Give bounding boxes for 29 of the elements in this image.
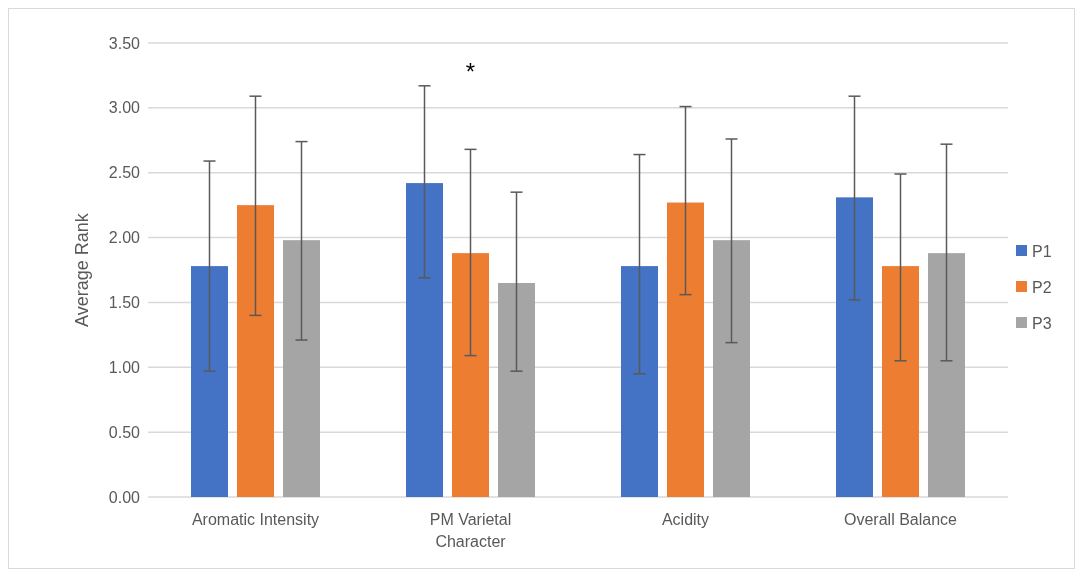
legend-label: P2 (1032, 278, 1052, 296)
x-tick-label: PM Varietal Character (429, 511, 512, 550)
y-axis-title: Average Rank (72, 212, 92, 327)
annotation: * (465, 57, 476, 85)
y-tick-label: 0.50 (108, 423, 141, 441)
bar (928, 253, 965, 497)
legend-label: P3 (1032, 314, 1052, 332)
bar (667, 202, 704, 497)
bar (283, 240, 320, 497)
bar (621, 266, 658, 497)
y-tick-label: 3.00 (108, 99, 141, 117)
y-tick-label: 2.00 (108, 229, 141, 247)
x-tick-label: Overall Balance (844, 511, 958, 528)
bar (237, 205, 274, 497)
bar (882, 266, 919, 497)
bar (191, 266, 228, 497)
bar (498, 282, 535, 497)
x-tick-label: Aromatic Intensity (191, 511, 320, 528)
bar (452, 253, 489, 497)
y-tick-label: 1.00 (108, 358, 141, 376)
y-tick-label: 1.50 (108, 294, 141, 312)
y-tick-label: 0.00 (108, 488, 141, 506)
y-tick-label: 2.50 (108, 164, 141, 182)
bar (836, 197, 873, 497)
bar (713, 240, 750, 497)
x-tick-label: Acidity (661, 511, 710, 528)
y-tick-label: 3.50 (108, 34, 141, 52)
bar (406, 183, 443, 497)
legend-label: P1 (1032, 242, 1052, 260)
